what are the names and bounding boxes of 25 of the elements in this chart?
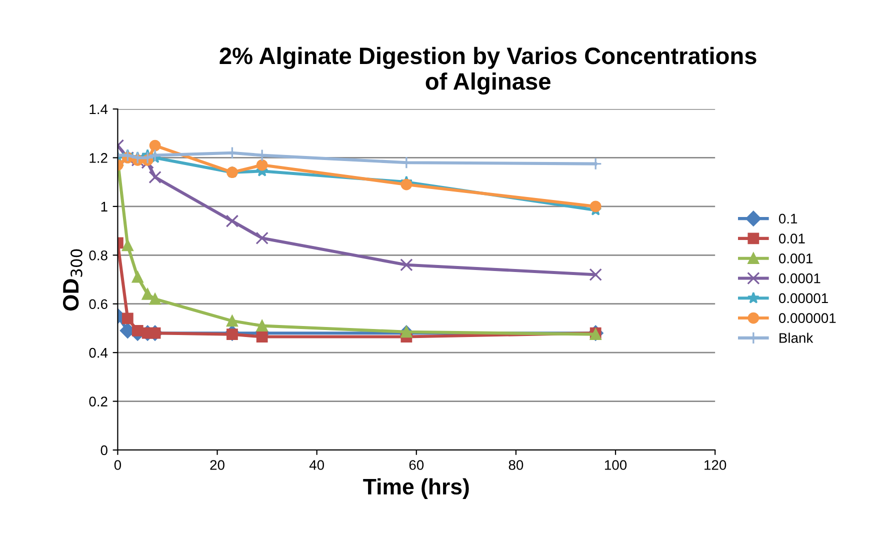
y-tick-label: 0.4 (89, 348, 108, 358)
y-tick-label: 1 (101, 202, 108, 212)
legend-label: Blank (780, 332, 814, 343)
x-tick-label: 40 (309, 460, 324, 470)
x-tick-label: 60 (409, 460, 424, 470)
y-tick-label: 0 (100, 445, 108, 456)
chart-title: 2% Alginate Digestion by Varios Concentrations of Alginase (220, 46, 756, 95)
x-tick-label: 80 (508, 460, 524, 470)
x-axis-title: Time (hrs) (363, 478, 469, 499)
y-axis-title: OD$_{300}$ (62, 249, 82, 311)
x-tick-label: 20 (210, 460, 224, 470)
y-tick-label: 0.8 (89, 250, 108, 260)
legend-label: 0.1 (778, 214, 798, 224)
y-tick-label: 0.2 (89, 396, 108, 406)
legend-label: 0.000001 (778, 313, 836, 324)
legend-label: 0.0001 (778, 273, 820, 284)
x-tick-label: 100 (604, 460, 627, 470)
legend-label: 0.00001 (778, 293, 828, 304)
legend-label: 0.001 (778, 254, 812, 264)
x-tick-label: 120 (704, 460, 726, 470)
legend-label: 0.01 (778, 234, 805, 244)
x-tick-label: 0 (114, 460, 122, 470)
y-tick-label: 1.4 (90, 104, 108, 114)
y-tick-label: 1.2 (90, 153, 108, 163)
y-tick-label: 0.6 (89, 299, 108, 310)
